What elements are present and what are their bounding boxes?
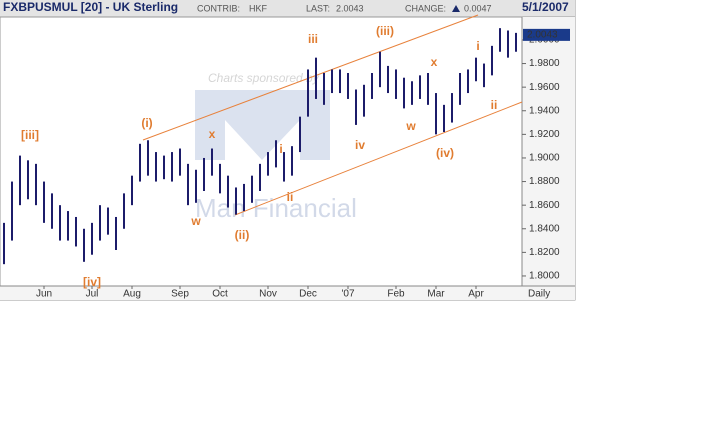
x-tick-label: Aug [123,289,141,300]
chart-frame [0,0,576,301]
y-tick-label: 1.8800 [529,176,560,187]
wave-label: (ii) [235,228,250,242]
channel-upper [142,14,479,141]
period-label: Daily [528,289,550,300]
x-tick-label: Mar [427,289,445,300]
y-tick-label: 1.9400 [529,105,560,116]
header-bar [0,0,575,17]
x-tick-label: Jun [36,289,52,300]
up-arrow-icon [452,5,460,12]
x-tick-label: '07 [341,289,354,300]
change-label: CHANGE: [405,3,446,13]
x-tick-label: Jul [86,289,99,300]
wave-label: ii [287,190,294,204]
logo-shape [195,90,330,160]
wave-label: (iv) [436,146,454,160]
x-tick-label: Oct [212,289,228,300]
y-tick-label: 1.8000 [529,271,560,282]
y-tick-label: 1.9800 [529,58,560,69]
wave-label: w [405,119,416,133]
y-tick-label: 1.8400 [529,223,560,234]
wave-label: x [209,127,216,141]
chart-title: FXBPUSMUL [20] - UK Sterling [3,0,178,14]
contrib: HKF [249,3,268,13]
change-value: 0.0047 [464,3,492,13]
time-axis-bg [0,286,575,300]
last-price-label: 2.0043 [527,30,558,41]
y-tick-label: 1.9200 [529,129,560,140]
sponsor-text: Charts sponsored by [208,71,320,85]
wave-label: w [190,214,201,228]
wave-label: (iii) [376,24,394,38]
wave-label: (i) [141,116,152,130]
y-tick-label: 1.8200 [529,247,560,258]
y-tick-label: 1.9000 [529,153,560,164]
wave-label: i [279,142,282,156]
logo-text: Man Financial [195,193,357,223]
price-axis-bg [522,17,575,300]
x-tick-label: Sep [171,289,189,300]
date: 5/1/2007 [522,0,569,14]
y-tick-label: 1.9600 [529,82,560,93]
wave-label: ii [491,98,498,112]
last-value: 2.0043 [336,3,364,13]
wave-label: i [476,39,479,53]
x-tick-label: Apr [468,289,484,300]
contrib-label: CONTRIB: [197,3,240,13]
channel-lower [234,101,523,216]
last-price-box [523,28,570,41]
wave-label: iv [355,138,365,152]
x-tick-label: Feb [387,289,405,300]
x-tick-label: Dec [299,289,317,300]
wave-label: iii [308,32,318,46]
wave-label: [iv] [83,275,101,289]
wave-label: [iii] [21,128,39,142]
y-tick-label: 1.8600 [529,200,560,211]
x-tick-label: Nov [259,289,277,300]
wave-label: x [431,55,438,69]
last-label: LAST: [306,3,330,13]
